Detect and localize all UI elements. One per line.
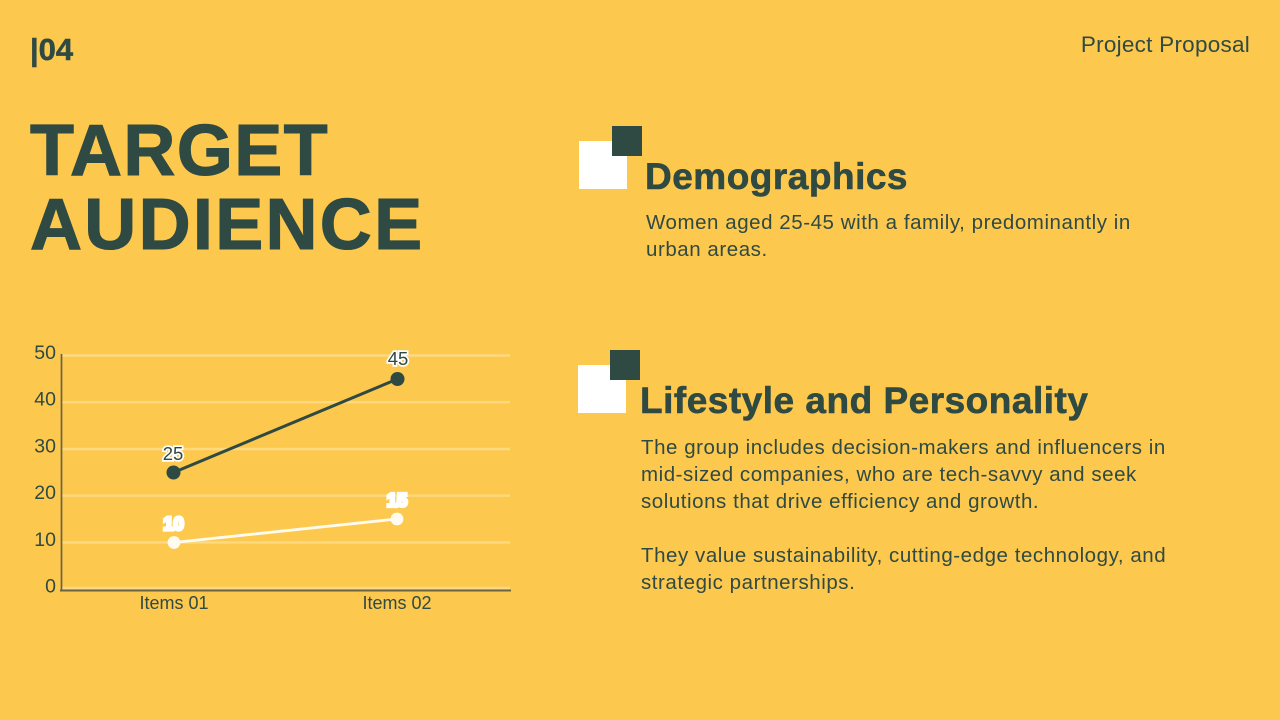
svg-text:15: 15 [387, 490, 408, 511]
svg-text:Items 02: Items 02 [362, 593, 431, 613]
svg-text:40: 40 [34, 389, 56, 411]
svg-text:30: 30 [34, 436, 56, 458]
svg-text:0: 0 [45, 576, 56, 598]
svg-text:50: 50 [34, 342, 56, 364]
svg-text:20: 20 [34, 482, 56, 504]
svg-text:45: 45 [388, 348, 409, 369]
svg-text:10: 10 [163, 513, 184, 534]
svg-text:25: 25 [163, 443, 184, 464]
svg-text:Items 01: Items 01 [139, 593, 208, 613]
svg-text:10: 10 [34, 529, 56, 551]
